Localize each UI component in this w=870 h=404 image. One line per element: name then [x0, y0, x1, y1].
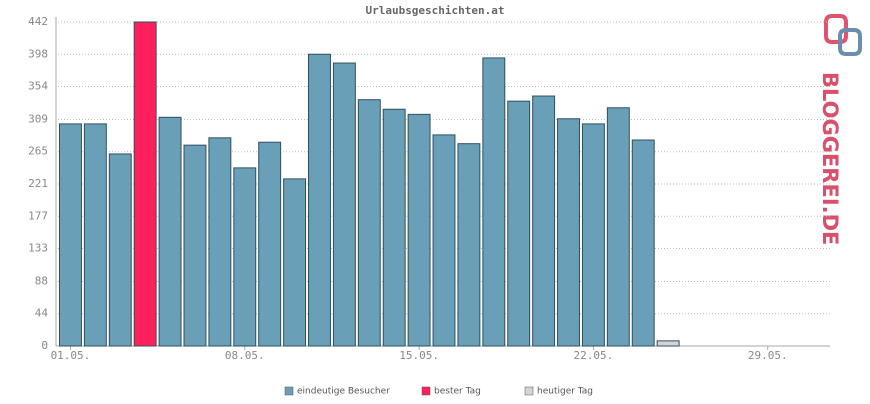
legend-swatch [284, 386, 294, 396]
y-tick-label: 0 [41, 339, 48, 352]
bar [532, 95, 556, 347]
bar [382, 108, 406, 347]
y-tick-label: 442 [28, 15, 48, 28]
bar [283, 178, 307, 347]
y-tick-label: 44 [35, 307, 49, 320]
bar [631, 139, 655, 347]
bar [407, 113, 431, 347]
bar [58, 123, 82, 347]
legend-label: heutiger Tag [537, 387, 593, 397]
bar [581, 123, 605, 347]
logo: BLOGGEREI.DE [818, 14, 862, 245]
y-tick-label: 177 [28, 209, 48, 222]
bar [308, 53, 331, 347]
bar [83, 123, 107, 347]
legend-swatch [524, 386, 534, 396]
logo-icon [824, 14, 848, 44]
bar [656, 340, 680, 347]
y-tick-label: 309 [28, 112, 48, 125]
y-tick-label: 221 [28, 177, 48, 190]
bar [357, 99, 381, 347]
logo-text: BLOGGEREI.DE [818, 72, 842, 245]
bar [432, 134, 456, 347]
legend-swatch [421, 386, 431, 396]
x-tick-label: 29.05. [748, 349, 788, 362]
bar [507, 100, 531, 347]
bar [606, 107, 630, 347]
x-tick-label: 08.05. [225, 349, 265, 362]
bar [108, 153, 132, 347]
bar [557, 118, 580, 347]
bar [208, 137, 232, 347]
legend-label: eindeutige Besucher [297, 387, 390, 397]
logo-icon [838, 28, 862, 56]
bar [158, 116, 182, 347]
chart-title: Urlaubsgeschichten.at [365, 4, 504, 17]
y-tick-label: 133 [28, 242, 48, 255]
y-tick-label: 265 [28, 145, 48, 158]
bar [233, 167, 257, 347]
bar [482, 57, 506, 347]
bar [183, 144, 207, 347]
y-tick-label: 88 [35, 274, 48, 287]
bar [133, 21, 157, 347]
x-tick-label: 22.05. [574, 349, 614, 362]
y-tick-label: 398 [28, 47, 48, 60]
bar [457, 143, 481, 347]
bar [258, 141, 282, 347]
y-tick-label: 354 [28, 80, 48, 93]
legend-label: bester Tag [434, 387, 481, 397]
x-tick-label: 01.05. [51, 349, 91, 362]
bar [332, 62, 356, 347]
x-tick-label: 15.05. [399, 349, 439, 362]
